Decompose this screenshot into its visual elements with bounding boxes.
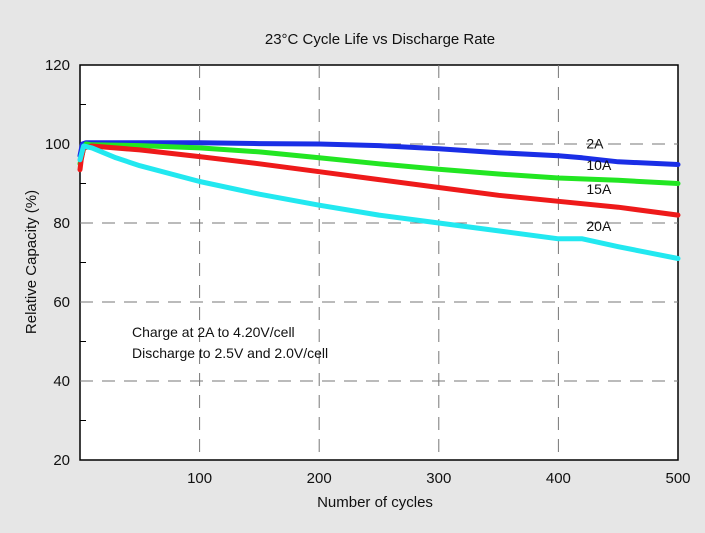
series-label-20A: 20A	[586, 218, 612, 234]
y-tick-label: 120	[45, 57, 70, 74]
plot-area	[79, 64, 679, 461]
x-axis-label: Number of cycles	[317, 494, 433, 511]
series-label-10A: 10A	[586, 157, 612, 173]
x-tick-label: 300	[426, 470, 451, 487]
series-layer	[77, 140, 681, 261]
x-tick-label: 500	[665, 470, 690, 487]
chart-title: 23°C Cycle Life vs Discharge Rate	[265, 31, 495, 48]
y-tick-label: 60	[53, 294, 70, 311]
series-label-layer: 2A 10A 15A 20A	[586, 135, 612, 233]
series-label-2A: 2A	[586, 135, 604, 151]
annotation-line-1: Charge at 2A to 4.20V/cell	[132, 324, 295, 340]
x-tick-label: 400	[546, 470, 571, 487]
y-tick-label: 20	[53, 452, 70, 469]
series-line-20A	[77, 143, 681, 261]
series-label-15A: 15A	[586, 181, 612, 197]
y-tick-label: 80	[53, 215, 70, 232]
x-tick-label: 200	[307, 470, 332, 487]
x-tick-label: 100	[187, 470, 212, 487]
y-axis-label: Relative Capacity (%)	[23, 190, 40, 334]
y-tick-label: 40	[53, 373, 70, 390]
tick-layer: 100 200 300 400 500 20 40 60 80 100 120	[45, 57, 691, 487]
series-line-10A	[77, 141, 681, 186]
y-tick-label: 100	[45, 136, 70, 153]
annotation-line-2: Discharge to 2.5V and 2.0V/cell	[132, 345, 328, 361]
